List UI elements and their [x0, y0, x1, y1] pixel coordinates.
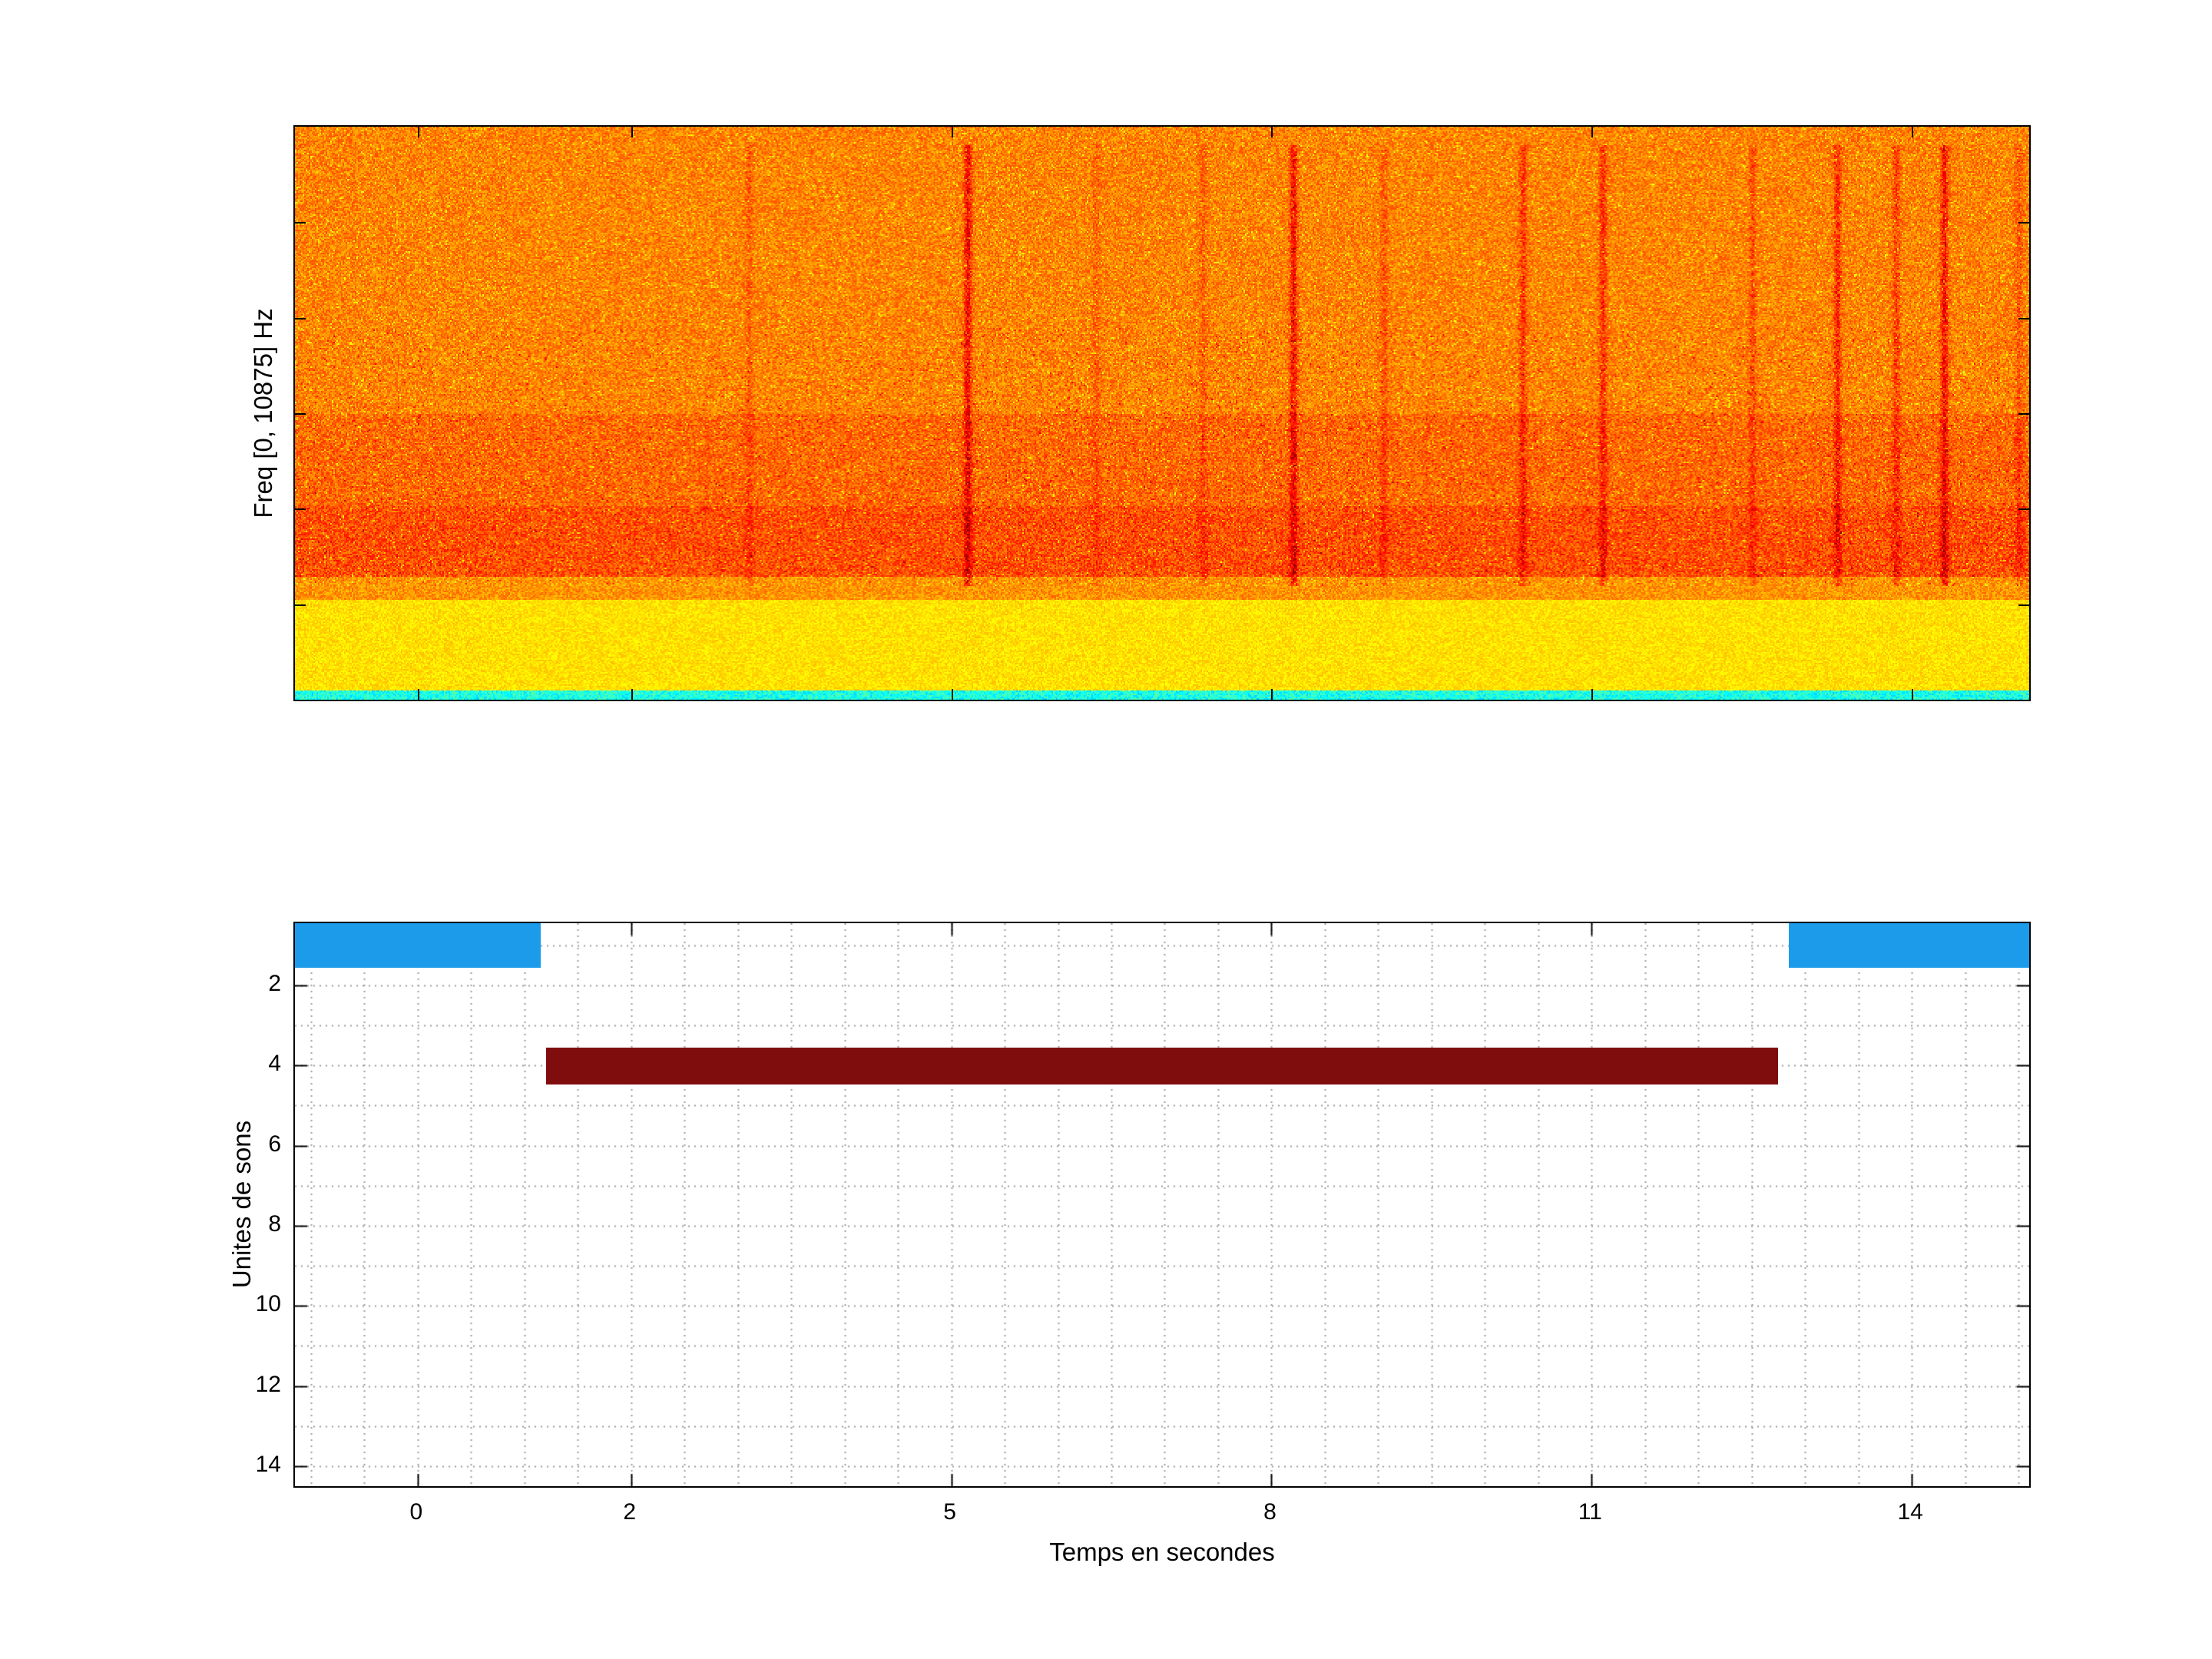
sound-units-axes [293, 922, 2031, 1488]
spectrogram-xtick-mark [631, 127, 633, 137]
ytick-label: 10 [255, 1291, 281, 1317]
spectrogram-ytick-mark [295, 413, 306, 415]
spectrogram-ytick-mark [295, 222, 306, 224]
ytick-label: 12 [255, 1371, 281, 1397]
ytick-label: 8 [268, 1210, 281, 1237]
spectrogram-xtick-mark [1591, 127, 1593, 137]
xtick-label: 2 [623, 1499, 637, 1525]
spectrogram-xtick-mark [418, 127, 419, 137]
spectrogram-image [295, 127, 2029, 700]
xtick-label: 8 [1263, 1499, 1277, 1525]
spectrogram-xtick-mark [1912, 127, 1913, 137]
spectrogram-xtick-mark [1912, 689, 1913, 700]
spectrogram-ytick-mark [295, 604, 306, 606]
spectrogram-ytick-mark [295, 508, 306, 510]
spectrogram-xtick-mark [1271, 689, 1273, 700]
time-xlabel: Temps en secondes [1049, 1538, 1275, 1566]
ytick-label: 14 [255, 1451, 281, 1477]
ytick-label: 6 [268, 1131, 281, 1157]
xtick-label: 5 [943, 1499, 956, 1525]
ytick-label: 4 [268, 1051, 281, 1077]
spectrogram-ytick-mark [2018, 604, 2029, 606]
unit-4-interval [545, 1048, 1779, 1084]
spectrogram-xtick-mark [952, 127, 953, 137]
spectrogram-xtick-mark [1591, 689, 1593, 700]
spectrogram-xtick-mark [1271, 127, 1273, 137]
spectrogram-xtick-mark [631, 689, 633, 700]
spectrogram-ytick-mark [2018, 222, 2029, 224]
unit-1-interval-right [1789, 923, 2029, 969]
spectrogram-ytick-mark [2018, 413, 2029, 415]
units-ylabel: Unites de sons [227, 1120, 256, 1289]
spectrogram-ylabel: Freq [0, 10875] Hz [249, 308, 277, 518]
xtick-label: 0 [409, 1499, 423, 1525]
unit-1-interval-left [295, 923, 541, 969]
spectrogram-xtick-mark [952, 689, 953, 700]
spectrogram-axes [293, 125, 2031, 701]
xtick-label: 14 [1897, 1499, 1923, 1525]
grid [295, 923, 2029, 1486]
ytick-label: 2 [268, 970, 281, 996]
xtick-label: 11 [1578, 1499, 1602, 1525]
spectrogram-ytick-mark [295, 318, 306, 320]
spectrogram-ytick-mark [2018, 508, 2029, 510]
spectrogram-xtick-mark [418, 689, 419, 700]
spectrogram-ytick-mark [2018, 318, 2029, 320]
